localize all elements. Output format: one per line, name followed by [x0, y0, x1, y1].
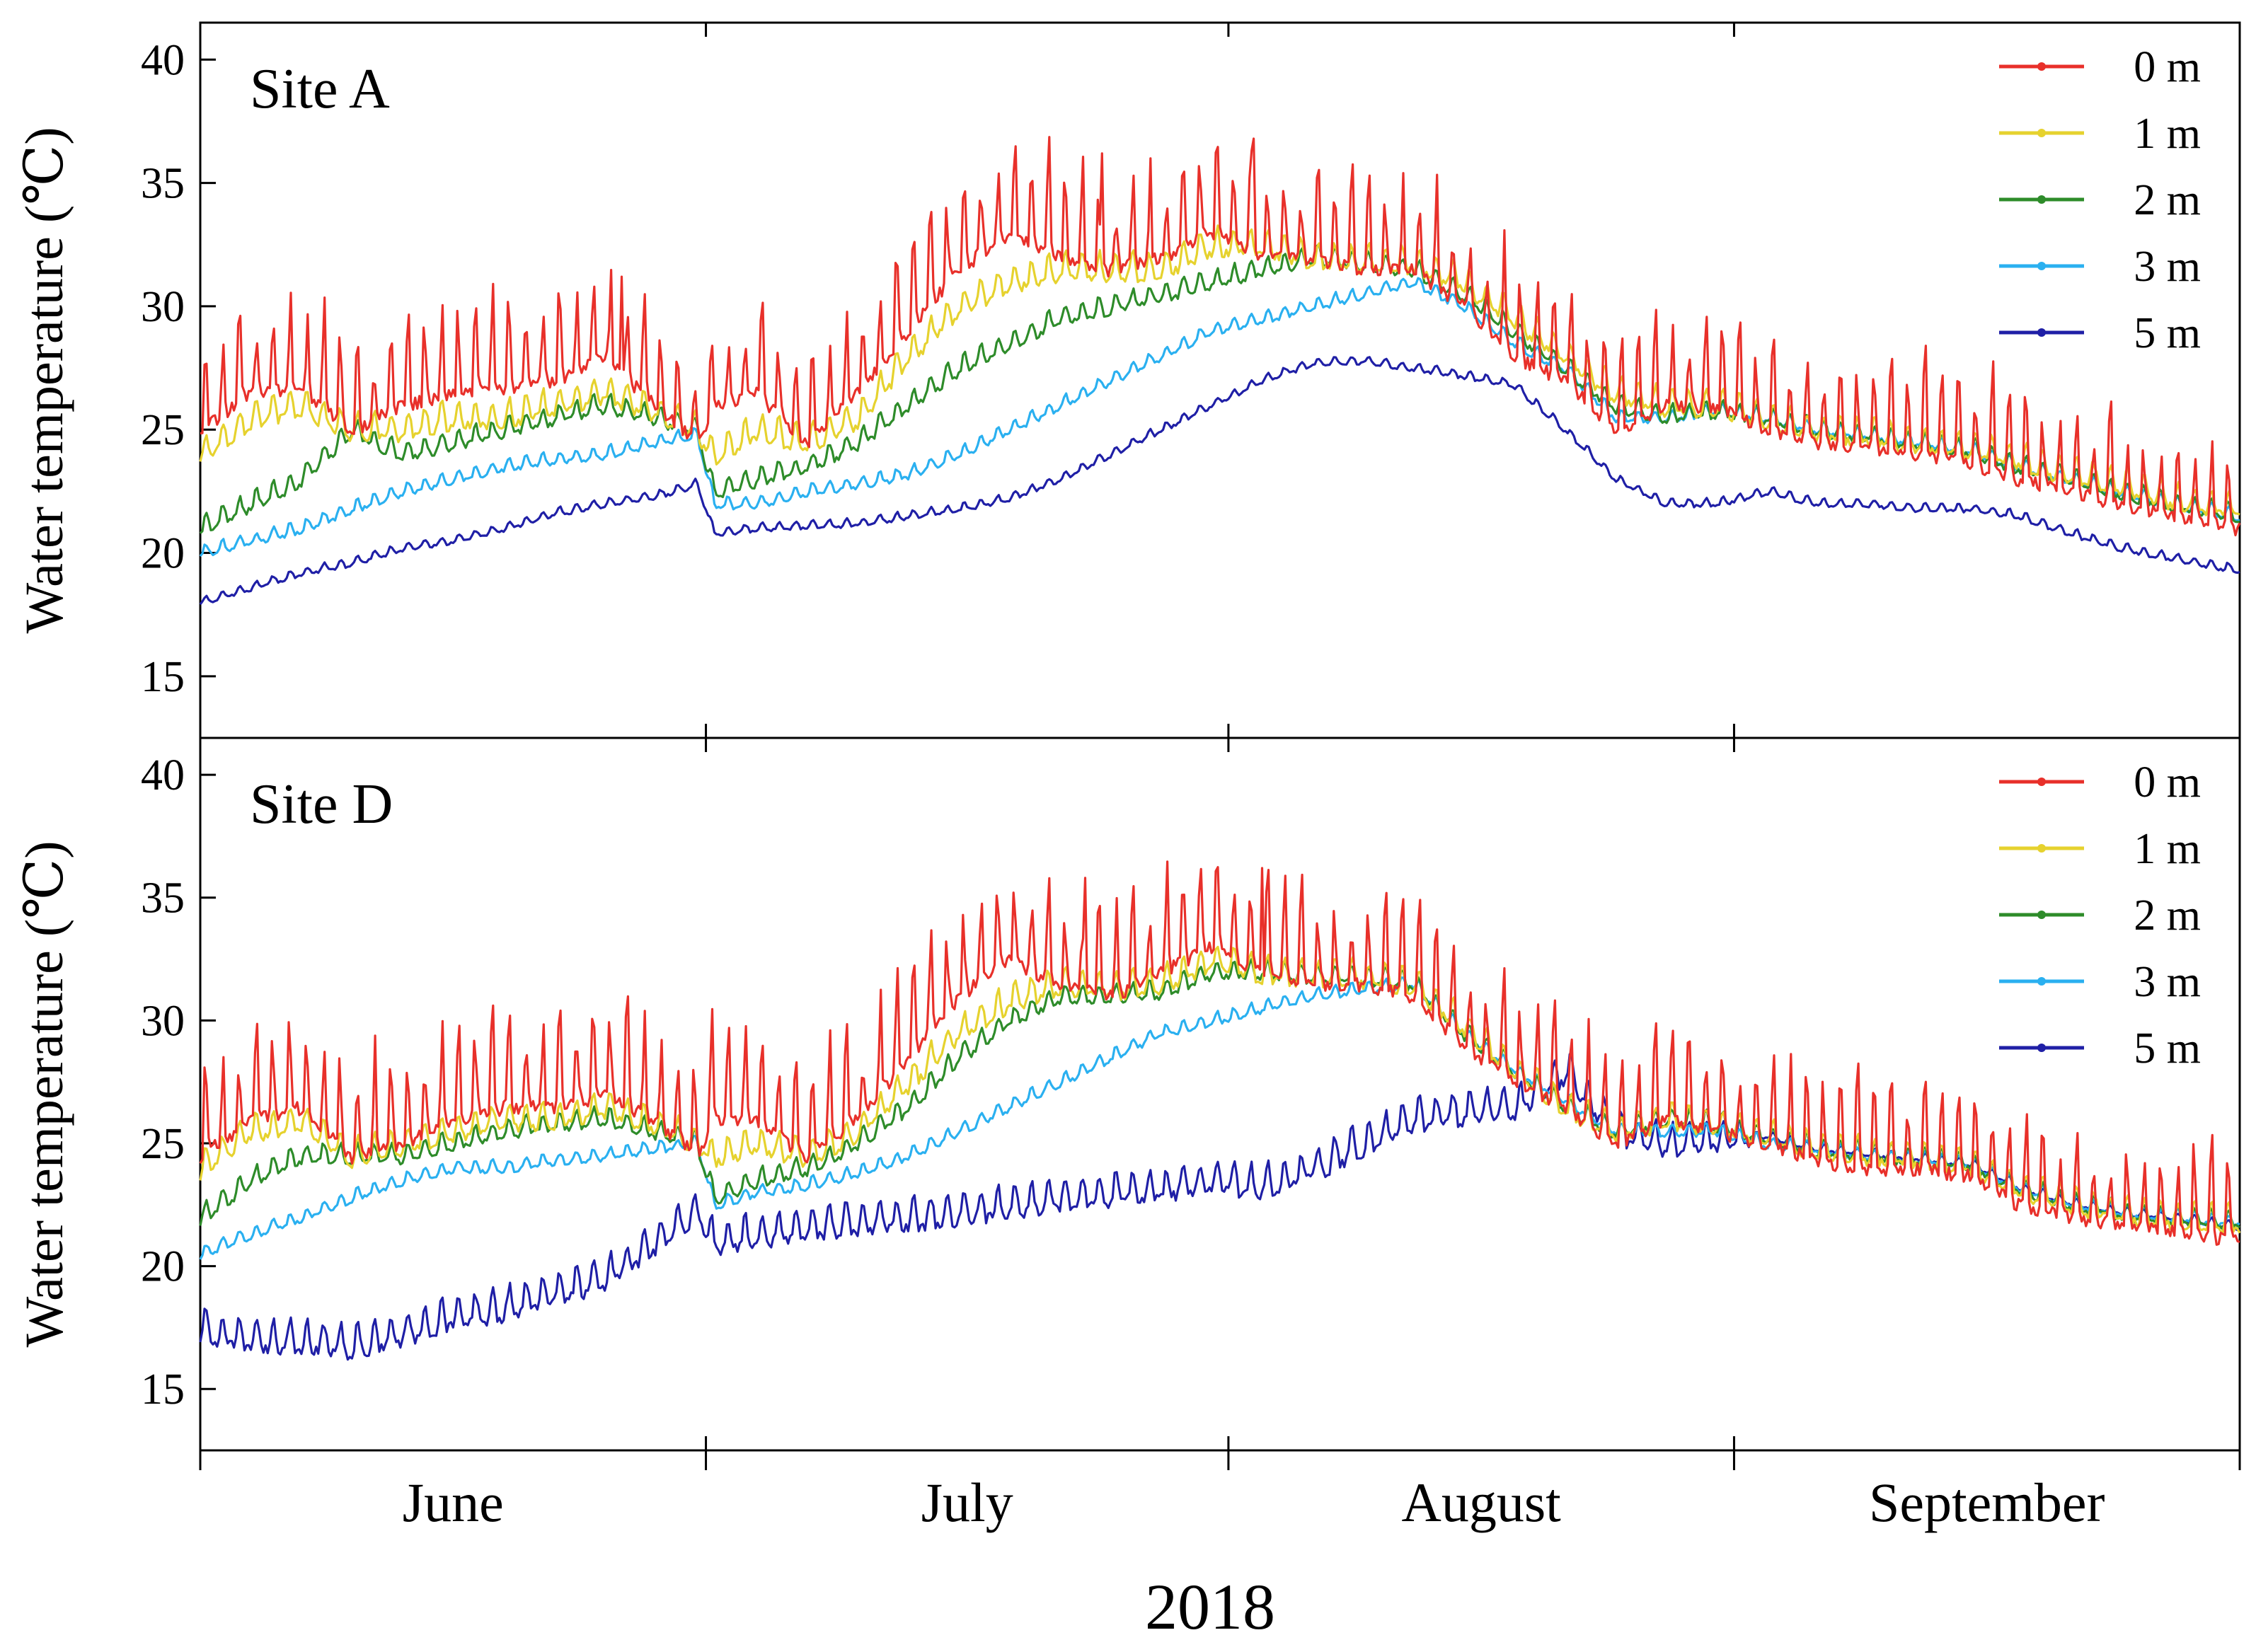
legend-label: 1 m [2134, 825, 2201, 873]
legend-label: 3 m [2134, 243, 2201, 291]
legend-label: 5 m [2134, 309, 2201, 357]
series-line-2m [199, 243, 2240, 534]
legend-marker [2037, 1044, 2046, 1052]
y-tick-label: 15 [141, 653, 185, 701]
legend-marker [2037, 911, 2046, 919]
month-label: September [1869, 1472, 2105, 1533]
month-label: July [921, 1472, 1013, 1533]
month-label: June [403, 1472, 504, 1533]
panel-title: Site D [250, 773, 393, 836]
legend-marker [2037, 328, 2046, 337]
y-tick-label: 35 [141, 160, 185, 208]
x-axis-group: June July August September [199, 1450, 2241, 1533]
y-axis-label: Water temperature (℃) [15, 841, 74, 1347]
y-tick-label: 40 [141, 36, 185, 84]
series-line-3m [199, 277, 2240, 558]
y-tick-label: 15 [141, 1365, 185, 1414]
legend-marker [2037, 778, 2046, 786]
legend-label: 0 m [2134, 758, 2201, 807]
series-line-1m [199, 945, 2241, 1234]
y-tick-label: 30 [141, 283, 185, 331]
legend-label: 1 m [2134, 110, 2201, 158]
year-label: 2018 [1145, 1571, 1275, 1643]
y-tick-label: 40 [141, 751, 185, 799]
legend-label: 2 m [2134, 176, 2201, 224]
legend-marker [2037, 129, 2046, 137]
y-tick-label: 25 [141, 406, 185, 454]
panel-site-d: 15 20 25 30 35 40 Water temperature (℃) Site D 0… [15, 737, 2241, 1452]
y-tick-label: 35 [141, 874, 185, 923]
month-label: August [1402, 1472, 1562, 1533]
y-tick-label: 20 [141, 530, 185, 578]
panel-site-a: 15 20 25 30 35 40 Water temperature (℃) Site A 0… [15, 21, 2241, 739]
legend-marker [2037, 62, 2046, 71]
series-line-2m [199, 958, 2241, 1231]
panels-group: 15 20 25 30 35 40 Water temperature (℃) Site A 0… [15, 21, 2241, 1452]
plot-frame [199, 737, 2241, 1452]
y-axis-label: Water temperature (℃) [15, 127, 74, 633]
y-tick-label: 20 [141, 1243, 185, 1291]
legend-label: 2 m [2134, 891, 2201, 940]
legend-marker [2037, 844, 2046, 853]
legend-marker [2037, 977, 2046, 986]
legend-marker [2037, 262, 2046, 270]
series-line-0m [200, 136, 2241, 537]
panel-title: Site A [250, 58, 390, 120]
legend-marker [2037, 195, 2046, 204]
series-line-5m [199, 356, 2240, 606]
legend-label: 3 m [2134, 958, 2201, 1006]
series-line-5m [199, 1053, 2240, 1361]
y-tick-label: 25 [141, 1120, 185, 1168]
legend-label: 5 m [2134, 1024, 2201, 1073]
legend-label: 0 m [2134, 43, 2201, 91]
series-line-0m [199, 860, 2240, 1246]
y-tick-label: 30 [141, 997, 185, 1045]
